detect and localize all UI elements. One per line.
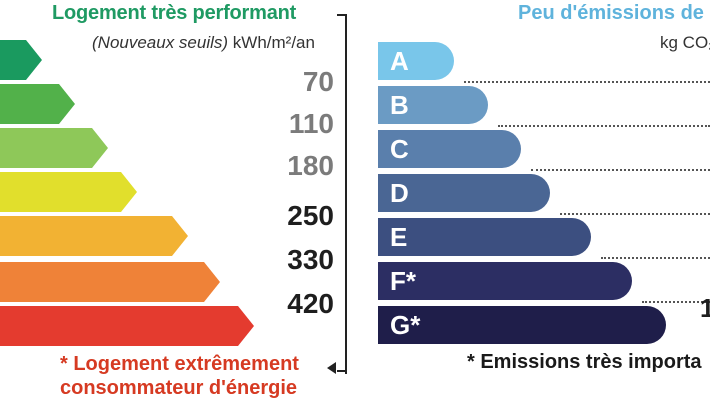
emission-class-letter: B xyxy=(390,90,409,120)
left-footnote-line2: consommateur d'énergie xyxy=(60,377,298,399)
left-bracket-bottom-line xyxy=(337,370,347,372)
emission-band-2 xyxy=(378,86,488,124)
dotted-guide-line xyxy=(642,301,710,303)
dotted-guide-line xyxy=(498,125,710,127)
energy-band-f xyxy=(0,262,220,302)
threshold-value-b: 110 xyxy=(288,108,334,139)
emission-band-6 xyxy=(378,262,632,300)
emission-class-letter: F* xyxy=(390,266,416,296)
emission-band-7 xyxy=(378,306,666,344)
emission-band-5 xyxy=(378,218,591,256)
left-panel-title: Logement très performant xyxy=(52,2,297,24)
arrow-left-icon xyxy=(327,362,336,374)
emission-band-3 xyxy=(378,130,521,168)
threshold-value-d: 250 xyxy=(287,200,334,231)
energy-band-c xyxy=(0,128,108,168)
emission-band-1 xyxy=(378,42,454,80)
threshold-value-c: 180 xyxy=(287,150,334,181)
energy-band-e xyxy=(0,216,188,256)
left-footnote: * Logement extrêmement consommateur d'én… xyxy=(60,352,299,400)
left-panel-subtitle: (Nouveaux seuils) kWh/m²/an xyxy=(92,33,315,53)
energy-band-b xyxy=(0,84,75,124)
threshold-value-a: 70 xyxy=(302,66,334,97)
emission-band-4 xyxy=(378,174,550,212)
subtitle-thresholds: (Nouveaux seuils) xyxy=(92,33,229,52)
dotted-guide-line xyxy=(464,81,710,83)
right-panel-title: Peu d'émissions de xyxy=(518,2,704,24)
subtitle-unit: kWh/m²/an xyxy=(228,33,315,52)
threshold-value-f: 420 xyxy=(287,288,334,319)
right-panel-unit: kg CO₂ xyxy=(660,33,710,52)
left-footnote-line1: * Logement extrêmement xyxy=(60,353,299,375)
emissions-value: 1 xyxy=(700,293,710,323)
dotted-guide-line xyxy=(531,169,710,171)
emission-class-letter: C xyxy=(390,134,409,164)
dotted-guide-line xyxy=(560,213,710,215)
right-footnote: * Emissions très importa xyxy=(467,351,702,373)
energy-band-g xyxy=(0,306,254,346)
threshold-value-e: 330 xyxy=(287,244,334,275)
dotted-guide-line xyxy=(601,257,710,259)
emission-class-letter: G* xyxy=(390,310,421,340)
emission-class-letter: A xyxy=(390,46,409,76)
left-bracket-line xyxy=(337,14,347,374)
energy-band-d xyxy=(0,172,137,212)
emission-class-letter: D xyxy=(390,178,409,208)
emission-class-letter: E xyxy=(390,222,408,252)
energy-band-a xyxy=(0,40,42,80)
